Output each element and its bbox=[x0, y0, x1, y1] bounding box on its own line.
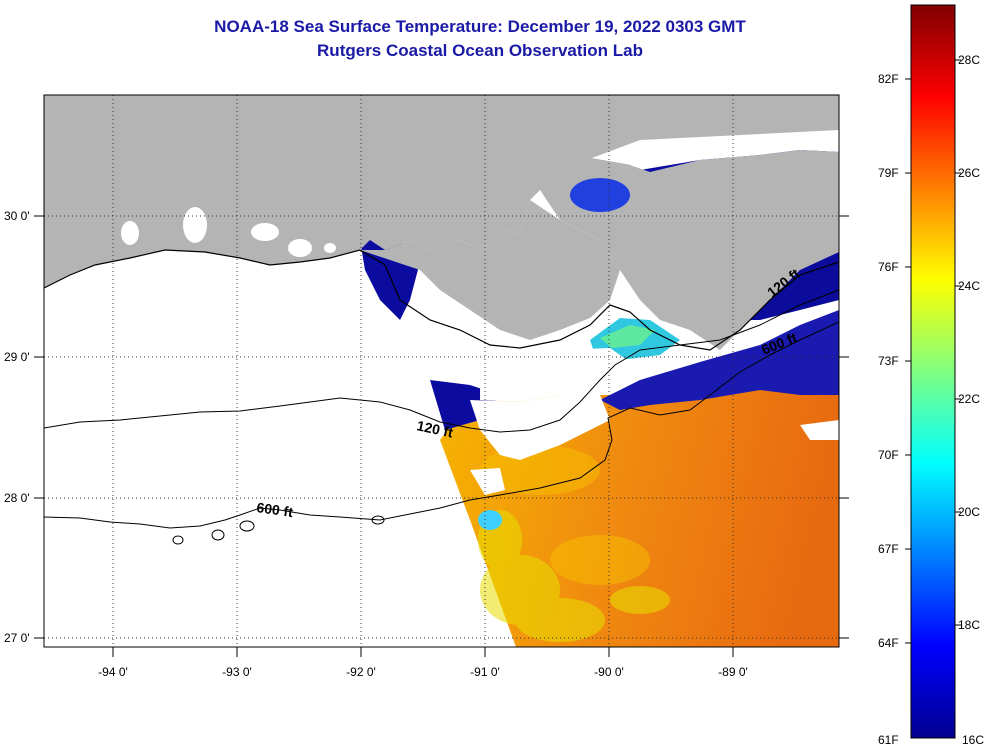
sst-cold-water bbox=[600, 310, 839, 410]
lon-label: -92 0' bbox=[346, 665, 376, 679]
lat-label: 27 0' bbox=[4, 631, 30, 645]
land bbox=[44, 95, 839, 350]
contour-600ft bbox=[44, 321, 839, 529]
map-border bbox=[43, 94, 840, 648]
lon-label: -89 0' bbox=[718, 665, 748, 679]
colorbar-f-label: 82F bbox=[878, 72, 899, 86]
colorbar-f-label: 79F bbox=[878, 166, 899, 180]
ticks bbox=[34, 215, 849, 657]
lon-label: -93 0' bbox=[222, 665, 252, 679]
colorbar-c-label: 28C bbox=[958, 53, 980, 67]
colorbar-c-label: 20C bbox=[958, 505, 980, 519]
map-subtitle: Rutgers Coastal Ocean Observation Lab bbox=[317, 41, 643, 60]
lat-label: 28 0' bbox=[4, 491, 30, 505]
colorbar-f-label: 70F bbox=[878, 448, 899, 462]
lat-label: 29 0' bbox=[4, 350, 30, 364]
colorbar bbox=[910, 4, 956, 739]
colorbar-f-label: 67F bbox=[878, 542, 899, 556]
colorbar-c-label: 22C bbox=[958, 392, 980, 406]
lon-label: -90 0' bbox=[594, 665, 624, 679]
colorbar-c-label: 16C bbox=[962, 733, 984, 747]
colorbar-c-label: 18C bbox=[958, 618, 980, 632]
colorbar-f-label: 64F bbox=[878, 636, 899, 650]
lakes bbox=[121, 178, 630, 257]
colorbar-c-label: 24C bbox=[958, 279, 980, 293]
coastline bbox=[44, 249, 839, 351]
contour-label: 600 ft bbox=[256, 499, 295, 520]
sst-yellow-patches bbox=[478, 510, 670, 642]
colorbar-f-label: 61F bbox=[878, 733, 899, 747]
lat-label: 30 0' bbox=[4, 209, 30, 223]
lon-label: -91 0' bbox=[470, 665, 500, 679]
lon-label: -94 0' bbox=[98, 665, 128, 679]
map-title: NOAA-18 Sea Surface Temperature: Decembe… bbox=[214, 17, 746, 36]
colorbar-c-label: 26C bbox=[958, 166, 980, 180]
contour-120ft bbox=[44, 289, 839, 433]
colorbar-f-label: 73F bbox=[878, 354, 899, 368]
colorbar-f-label: 76F bbox=[878, 260, 899, 274]
grid bbox=[44, 95, 839, 647]
contour-label: 120 ft bbox=[415, 417, 454, 440]
